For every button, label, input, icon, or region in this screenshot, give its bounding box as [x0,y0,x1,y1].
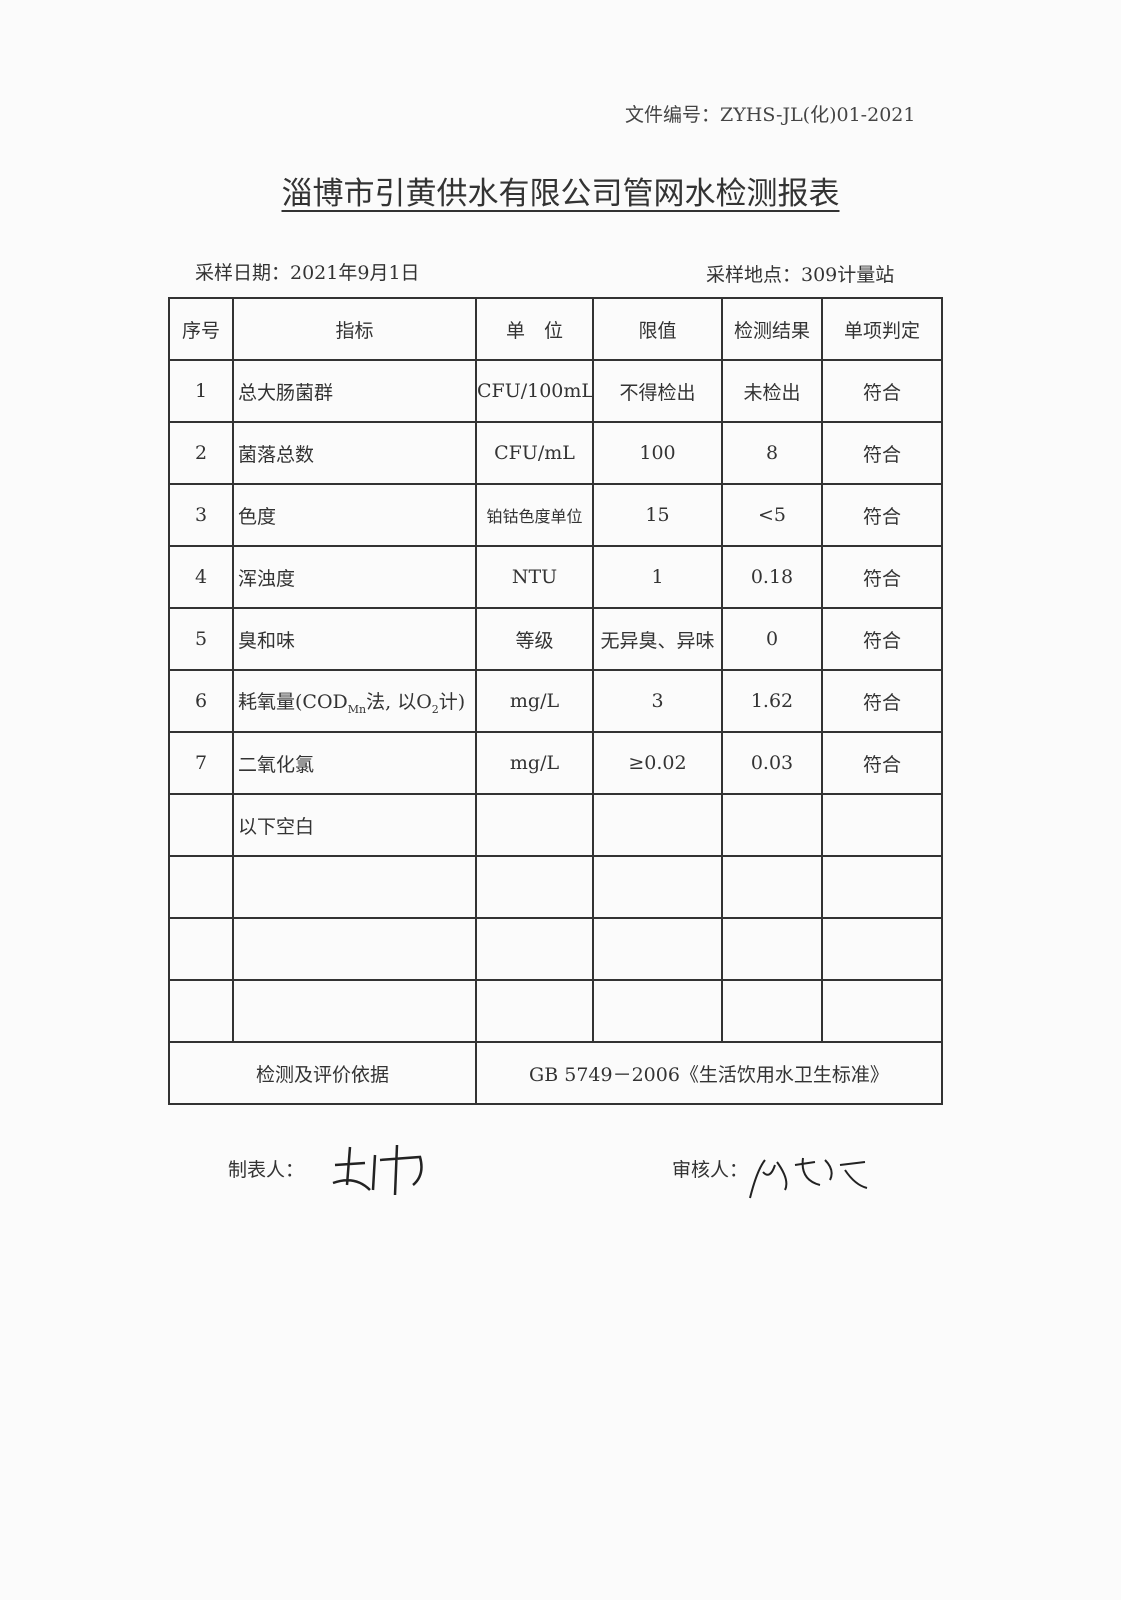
limit: 15 [592,483,723,547]
row-number: 4 [168,545,234,609]
row-number: 3 [168,483,234,547]
header-unit: 单 位 [475,297,594,361]
limit: 3 [592,669,723,733]
report-title-text: 淄博市引黄供水有限公司管网水检测报表 [281,176,840,212]
results-table: 序号 指标 单 位 限值 检测结果 单项判定 1 总大肠菌群 CFU/100mL 不得… [168,297,943,1105]
judgement: 符合 [821,545,943,609]
header-judgement: 单项判定 [821,297,943,361]
limit: 100 [592,421,723,485]
limit: ≥0.02 [592,731,723,795]
maker-signature [332,1144,423,1196]
unit: NTU [475,545,594,609]
sampling-date: 采样日期：2021年9月1日 [195,262,420,284]
indicator: 浑浊度 [232,545,477,609]
document-number: 文件编号：ZYHS-JL(化)01-2021 [625,104,916,126]
table-row: 3 色度 铂钴色度单位 15 <5 符合 [168,483,943,547]
result: 8 [721,421,823,485]
report-title: 淄博市引黄供水有限公司管网水检测报表 [0,168,1121,213]
table-row: 4 浑浊度 NTU 1 0.18 符合 [168,545,943,609]
indicator: 色度 [232,483,477,547]
judgement: 符合 [821,359,943,423]
indicator: 总大肠菌群 [232,359,477,423]
table-header-row: 序号 指标 单 位 限值 检测结果 单项判定 [168,297,943,361]
row-number: 7 [168,731,234,795]
indicator: 二氧化氯 [232,731,477,795]
table-row: 5 臭和味 等级 无异臭、异味 0 符合 [168,607,943,671]
basis-row: 检测及评价依据 GB 5749－2006《生活饮用水卫生标准》 [168,1041,943,1105]
empty-row [168,917,943,981]
judgement: 符合 [821,483,943,547]
indicator: 臭和味 [232,607,477,671]
checker-label: 审核人： [672,1159,749,1181]
unit: CFU/100mL [475,359,594,423]
result: 1.62 [721,669,823,733]
result: 0.03 [721,731,823,795]
row-number: 6 [168,669,234,733]
unit: 等级 [475,607,594,671]
empty-row [168,979,943,1043]
judgement: 符合 [821,669,943,733]
unit: 铂钴色度单位 [475,483,594,547]
table-row: 1 总大肠菌群 CFU/100mL 不得检出 未检出 符合 [168,359,943,423]
limit: 无异臭、异味 [592,607,723,671]
row-number: 2 [168,421,234,485]
blank-note: 以下空白 [232,793,477,857]
result: 未检出 [721,359,823,423]
indicator: 耗氧量(CODMn法, 以O2计) [232,669,477,733]
limit: 1 [592,545,723,609]
unit: mg/L [475,731,594,795]
row-number: 1 [168,359,234,423]
basis-value: GB 5749－2006《生活饮用水卫生标准》 [475,1041,943,1105]
row-number: 5 [168,607,234,671]
basis-label: 检测及评价依据 [168,1041,477,1105]
checker-signature [749,1157,868,1199]
sampling-site: 采样地点：309计量站 [706,264,895,286]
result: 0.18 [721,545,823,609]
result: <5 [721,483,823,547]
table-row: 7 二氧化氯 mg/L ≥0.02 0.03 符合 [168,731,943,795]
judgement: 符合 [821,607,943,671]
header-indicator: 指标 [232,297,477,361]
indicator: 菌落总数 [232,421,477,485]
unit: mg/L [475,669,594,733]
blank-note-row: 以下空白 [168,793,943,857]
judgement: 符合 [821,421,943,485]
table-row: 2 菌落总数 CFU/mL 100 8 符合 [168,421,943,485]
result: 0 [721,607,823,671]
header-limit: 限值 [592,297,723,361]
table-row: 6 耗氧量(CODMn法, 以O2计) mg/L 3 1.62 符合 [168,669,943,733]
empty-row [168,855,943,919]
maker-label: 制表人： [228,1159,305,1181]
unit: CFU/mL [475,421,594,485]
header-no: 序号 [168,297,234,361]
header-result: 检测结果 [721,297,823,361]
judgement: 符合 [821,731,943,795]
limit: 不得检出 [592,359,723,423]
